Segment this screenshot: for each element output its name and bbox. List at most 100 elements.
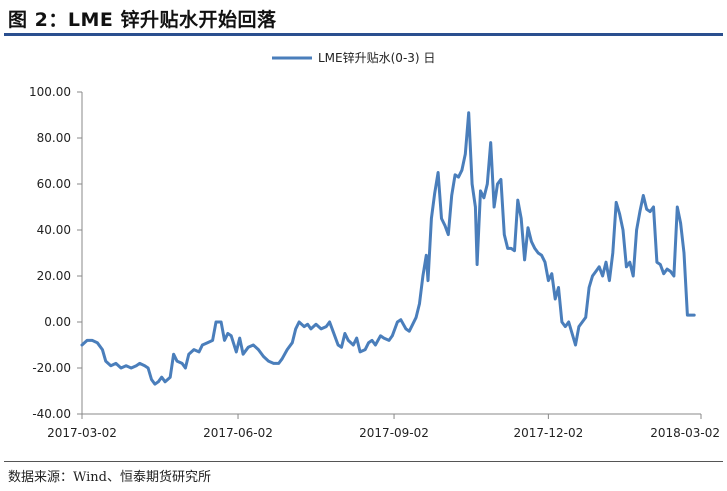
data-point [550,272,553,275]
data-point [252,343,255,347]
data-point [146,366,150,370]
data-point [443,224,447,227]
data-point [138,362,141,365]
data-point [440,217,443,220]
data-point [547,279,550,282]
data-point [294,327,297,331]
data-point [604,261,608,264]
y-axis: 100.00 80.00 60.00 40.00 20.00 0.00 -20.00 -40.… [29,85,83,421]
data-point [331,330,335,333]
data-point [598,265,601,268]
data-point [577,325,581,328]
data-point [503,233,506,236]
data-point [464,152,467,156]
data-point [554,297,557,301]
y-tick-label: 40.00 [37,223,71,237]
data-point [175,359,179,363]
data-point [662,272,665,275]
series-line-0 [80,111,696,386]
data-point [492,205,496,209]
x-tick-label: 2017-06-02 [203,426,273,440]
data-point [669,270,672,273]
data-point [96,341,99,344]
y-tick-label: 60.00 [37,177,71,191]
data-point [587,286,591,289]
data-point [618,212,621,216]
data-point [486,182,489,186]
data-point [101,348,104,351]
legend-label: LME锌升贴水(0-3) 日 [318,51,435,65]
data-point [387,339,391,342]
data-point [214,320,218,324]
data-point [211,339,214,342]
y-tick-label: 0.00 [44,315,71,329]
data-point [543,261,547,264]
data-point [399,318,402,321]
data-point [379,334,382,337]
data-point [447,233,450,236]
data-point [328,320,331,324]
data-point [489,141,492,144]
data-point [533,247,536,250]
legend: LME锌升贴水(0-3) 日 [272,51,435,65]
x-axis: 2017-03-02 2017-06-02 2017-09-02 2017-12-02… [47,413,720,440]
x-tick-label: 2018-03-02 [650,426,720,440]
data-point [632,274,635,278]
data-point [457,175,460,179]
data-point [352,343,355,347]
data-point [201,343,204,347]
data-point [319,327,323,331]
data-point [611,251,614,255]
data-point [241,353,245,356]
data-point [150,378,153,381]
data-point [433,192,436,195]
data-point [230,334,233,337]
data-point [482,196,486,199]
data-point [370,339,374,342]
data-point [638,210,642,213]
data-point [655,261,659,264]
data-point [226,332,229,335]
data-point [679,221,682,225]
data-point [411,323,414,326]
data-point [160,376,163,379]
data-point [467,111,470,114]
data-point [130,366,133,370]
data-point [192,348,196,351]
data-point [475,263,479,266]
data-source: 数据来源：Wind、恒泰期货研究所 [8,470,211,485]
data-point [109,364,113,367]
data-point [343,332,347,335]
data-point [645,208,648,211]
data-point [648,210,652,213]
data-point [496,182,499,186]
data-point [594,270,598,273]
data-point [184,366,187,370]
data-point [693,313,696,317]
data-point [526,226,530,229]
data-point [336,343,340,347]
data-point [509,247,513,250]
data-point [520,217,523,220]
x-tick-label: 2017-12-02 [513,426,583,440]
data-point [223,339,226,342]
data-point [537,251,540,255]
y-tick-label: -20.00 [32,361,71,375]
data-point [280,357,284,360]
data-point [206,341,209,344]
figure-title: 图 2：LME 锌升贴水开始回落 [8,9,277,31]
data-point [157,380,160,383]
data-point [540,254,543,257]
data-point [91,339,94,342]
data-point [642,194,645,197]
data-point [235,350,238,354]
data-point [591,274,594,278]
data-point [309,327,313,331]
data-point [652,205,655,209]
data-point [608,279,611,282]
data-point [615,201,618,204]
data-point [414,316,418,319]
data-point [689,313,692,317]
data-point [391,334,394,337]
data-point [450,194,453,197]
